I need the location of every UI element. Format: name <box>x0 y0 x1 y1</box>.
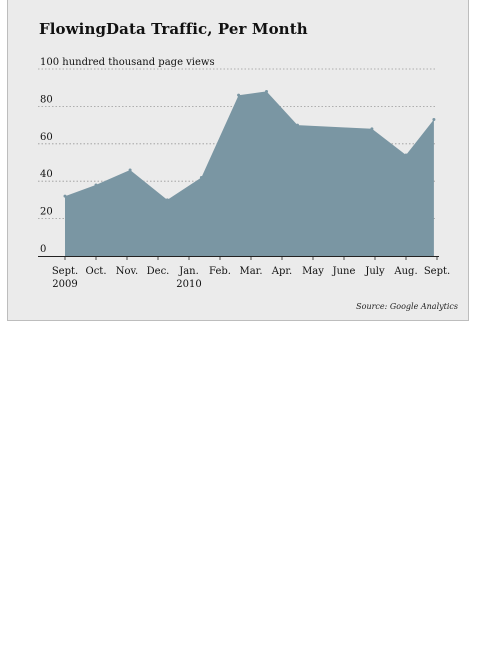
data-point-0 <box>63 194 67 198</box>
data-point-5 <box>237 93 241 97</box>
chart-panel: FlowingData Traffic, Per Month 0 20 40 60 80… <box>7 0 469 321</box>
x-tick-label-4: Jan. <box>178 266 199 277</box>
y-tick-label-60: 60 <box>40 132 53 143</box>
x-tick-label-7: Apr. <box>271 266 292 277</box>
data-point-3 <box>165 198 169 202</box>
chart-title: FlowingData Traffic, Per Month <box>39 20 308 38</box>
y-tick-labels: 0 20 40 60 80 <box>40 94 53 255</box>
point-layer <box>63 89 436 202</box>
y-tick-label-40: 40 <box>40 169 53 180</box>
data-point-1 <box>94 183 98 187</box>
data-point-10 <box>432 117 436 121</box>
x-tick-labels: Sept. 2009 Oct. Nov. Dec. Jan. 2010 Feb. Mar. Apr… <box>52 256 450 290</box>
x-tick-year-4: 2010 <box>176 279 201 290</box>
traffic-area <box>65 91 434 257</box>
data-point-9 <box>404 153 408 157</box>
x-tick-year-0: 2009 <box>52 279 77 290</box>
data-point-2 <box>128 168 132 172</box>
x-tick-label-2: Nov. <box>116 266 138 277</box>
x-tick-label-3: Dec. <box>147 266 170 277</box>
x-tick-label-8: May <box>302 266 324 277</box>
data-point-6 <box>265 89 268 93</box>
y-tick-label-80: 80 <box>40 94 53 105</box>
x-tick-label-6: Mar. <box>239 266 262 277</box>
data-point-7 <box>296 123 299 127</box>
x-tick-label-11: Aug. <box>393 266 417 277</box>
x-tick-label-1: Oct. <box>86 266 107 277</box>
data-point-8 <box>370 127 374 131</box>
x-tick-label-12: Sept. <box>424 266 450 277</box>
x-tick-label-9: June <box>332 266 356 277</box>
y-axis-label: 100 hundred thousand page views <box>40 57 215 68</box>
source-note: Source: Google Analytics <box>356 302 458 311</box>
chart-svg: 0 20 40 60 80 100 hundred thousand page view… <box>38 57 450 290</box>
x-tick-label-10: July <box>364 266 385 277</box>
y-tick-label-20: 20 <box>40 207 53 218</box>
data-point-4 <box>199 175 203 179</box>
y-tick-label-0: 0 <box>40 244 46 255</box>
x-tick-label-0: Sept. <box>52 266 78 277</box>
x-tick-label-5: Feb. <box>209 266 231 277</box>
